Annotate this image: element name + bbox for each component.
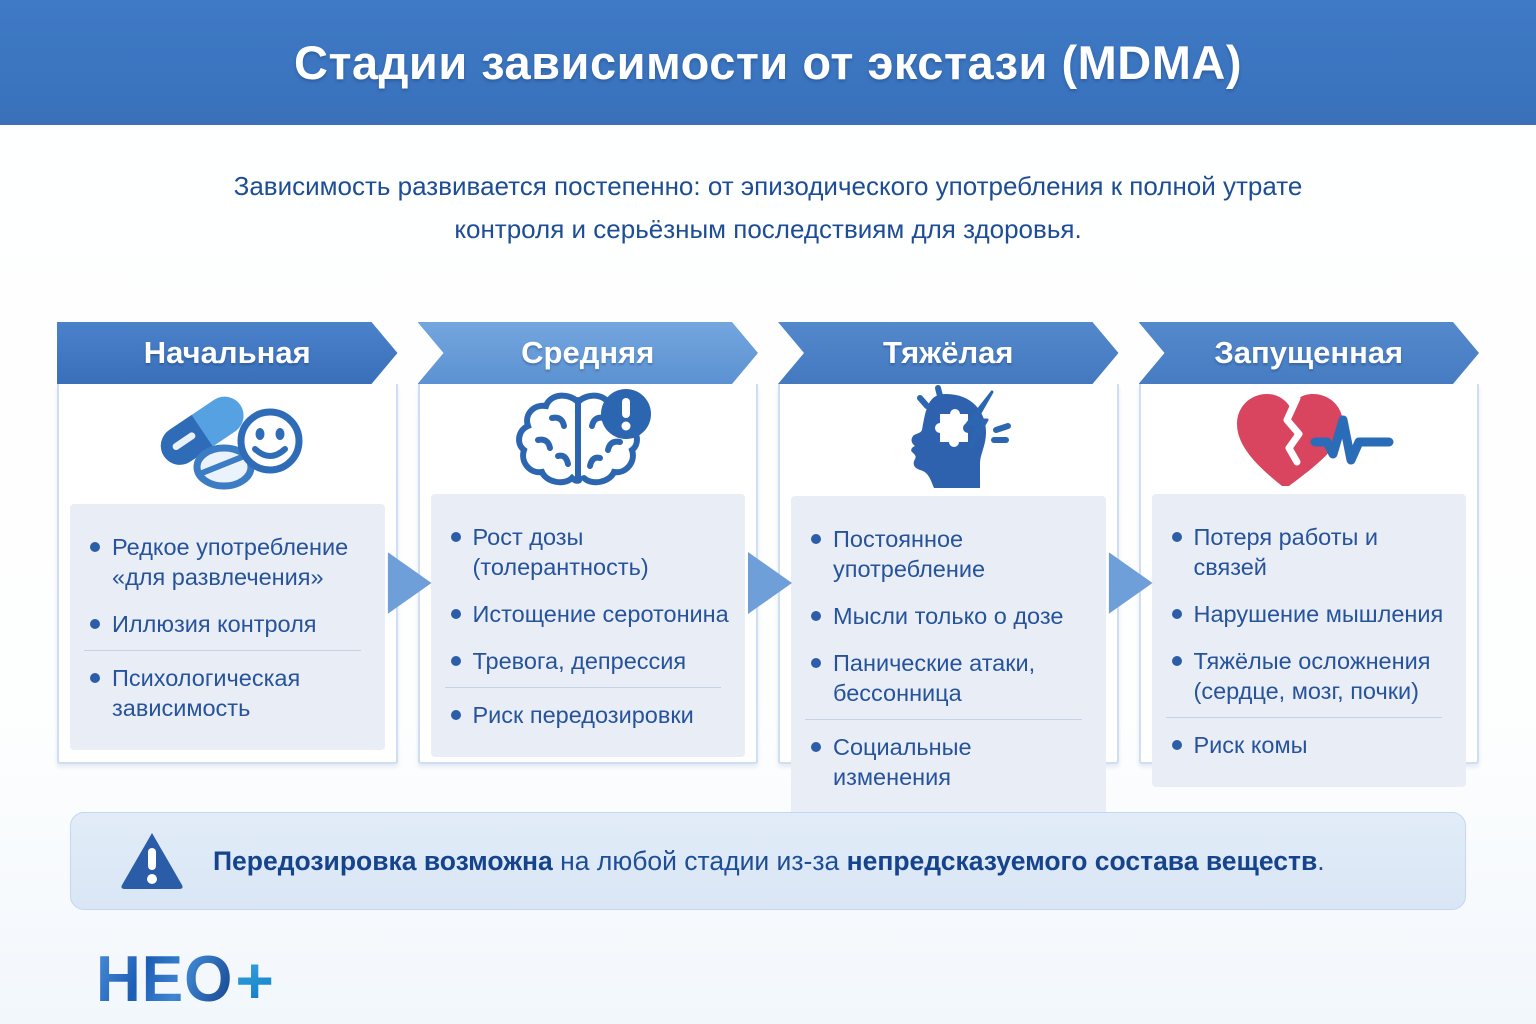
stage-list-item: Мысли только о дозе [803, 601, 1092, 631]
stage-list-item: Истощение серотонина [443, 599, 732, 629]
warning-text-bold: Передозировка возможна [213, 845, 553, 876]
stage-list: Редкое употребление «для развлечения» Илл… [82, 532, 371, 723]
stage-columns-row: Редкое употребление «для развлечения» Илл… [57, 384, 1479, 820]
stage-header-row: Начальная Средняя Тяжёлая Запущенная [57, 322, 1479, 384]
stage-header-severe: Тяжёлая [778, 322, 1119, 384]
brain-alert-icon [420, 384, 757, 494]
stage-list: Потеря работы и связей Нарушение мышления… [1164, 522, 1453, 760]
warning-text-bold: непредсказуемого состава веществ [846, 845, 1318, 876]
warning-text-regular: . [1317, 845, 1325, 876]
brand-logo: НЕО + [96, 942, 275, 1017]
stage-list-item: Нарушение мышления [1164, 599, 1453, 629]
stage-list-item: Потеря работы и связей [1164, 522, 1453, 582]
header-bar: Стадии зависимости от экстази (MDMA) [0, 0, 1536, 125]
stage-list: Постоянное употребление Мысли только о до… [803, 524, 1092, 793]
warning-text-regular: на любой стадии из-за [552, 845, 847, 876]
stage-list-item: Психологическая зависимость [82, 649, 371, 723]
stage-list: Рост дозы (толерантность) Истощение серот… [443, 522, 732, 730]
stage-list-item: Тяжёлые осложнения (сердце, мозг, почки) [1164, 646, 1453, 706]
stage-list-item: Редкое употребление «для развлечения» [82, 532, 371, 592]
warning-triangle-icon [121, 833, 183, 889]
pills-smiley-icon [59, 384, 396, 504]
warning-text: Передозировка возможна на любой стадии и… [213, 846, 1325, 877]
intro-text: Зависимость развивается постепенно: от э… [233, 171, 1303, 244]
page-title: Стадии зависимости от экстази (MDMA) [294, 36, 1242, 89]
stage-card-middle: Рост дозы (толерантность) Истощение серот… [417, 384, 758, 764]
warning-banner: Передозировка возможна на любой стадии и… [70, 812, 1466, 910]
broken-heart-ekg-icon [1141, 384, 1478, 494]
stage-header-middle: Средняя [418, 322, 759, 384]
stage-panel: Постоянное употребление Мысли только о до… [791, 496, 1106, 820]
stage-panel: Редкое употребление «для развлечения» Илл… [70, 503, 385, 750]
stage-list-item: Тревога, депрессия [443, 646, 732, 676]
stage-card-advanced: Потеря работы и связей Нарушение мышления… [1138, 384, 1479, 788]
head-lightning-icon [780, 384, 1117, 496]
stage-panel: Потеря работы и связей Нарушение мышления… [1151, 494, 1466, 788]
stage-list-item: Иллюзия контроля [82, 609, 371, 639]
stage-header-advanced: Запущенная [1139, 322, 1480, 384]
stage-card-severe: Постоянное употребление Мысли только о до… [778, 384, 1119, 820]
stage-list-item: Риск комы [1164, 717, 1453, 760]
stage-header-initial: Начальная [57, 322, 398, 384]
stage-list-item: Постоянное употребление [803, 524, 1092, 584]
brand-logo-text: НЕО [96, 943, 234, 1016]
stage-list-item: Панические атаки, бессонница [803, 648, 1092, 708]
stage-list-item: Рост дозы (толерантность) [443, 522, 732, 582]
stage-list-item: Социальные изменения [803, 719, 1092, 792]
stage-header-label: Тяжёлая [883, 335, 1014, 370]
stage-panel: Рост дозы (толерантность) Истощение серот… [430, 494, 745, 758]
plus-icon: + [235, 942, 275, 1017]
stage-header-label: Средняя [521, 335, 655, 370]
stage-header-label: Начальная [143, 335, 311, 370]
stage-list-item: Риск передозировки [443, 687, 732, 730]
stage-card-initial: Редкое употребление «для развлечения» Илл… [57, 384, 398, 764]
stage-header-label: Запущенная [1214, 335, 1404, 370]
